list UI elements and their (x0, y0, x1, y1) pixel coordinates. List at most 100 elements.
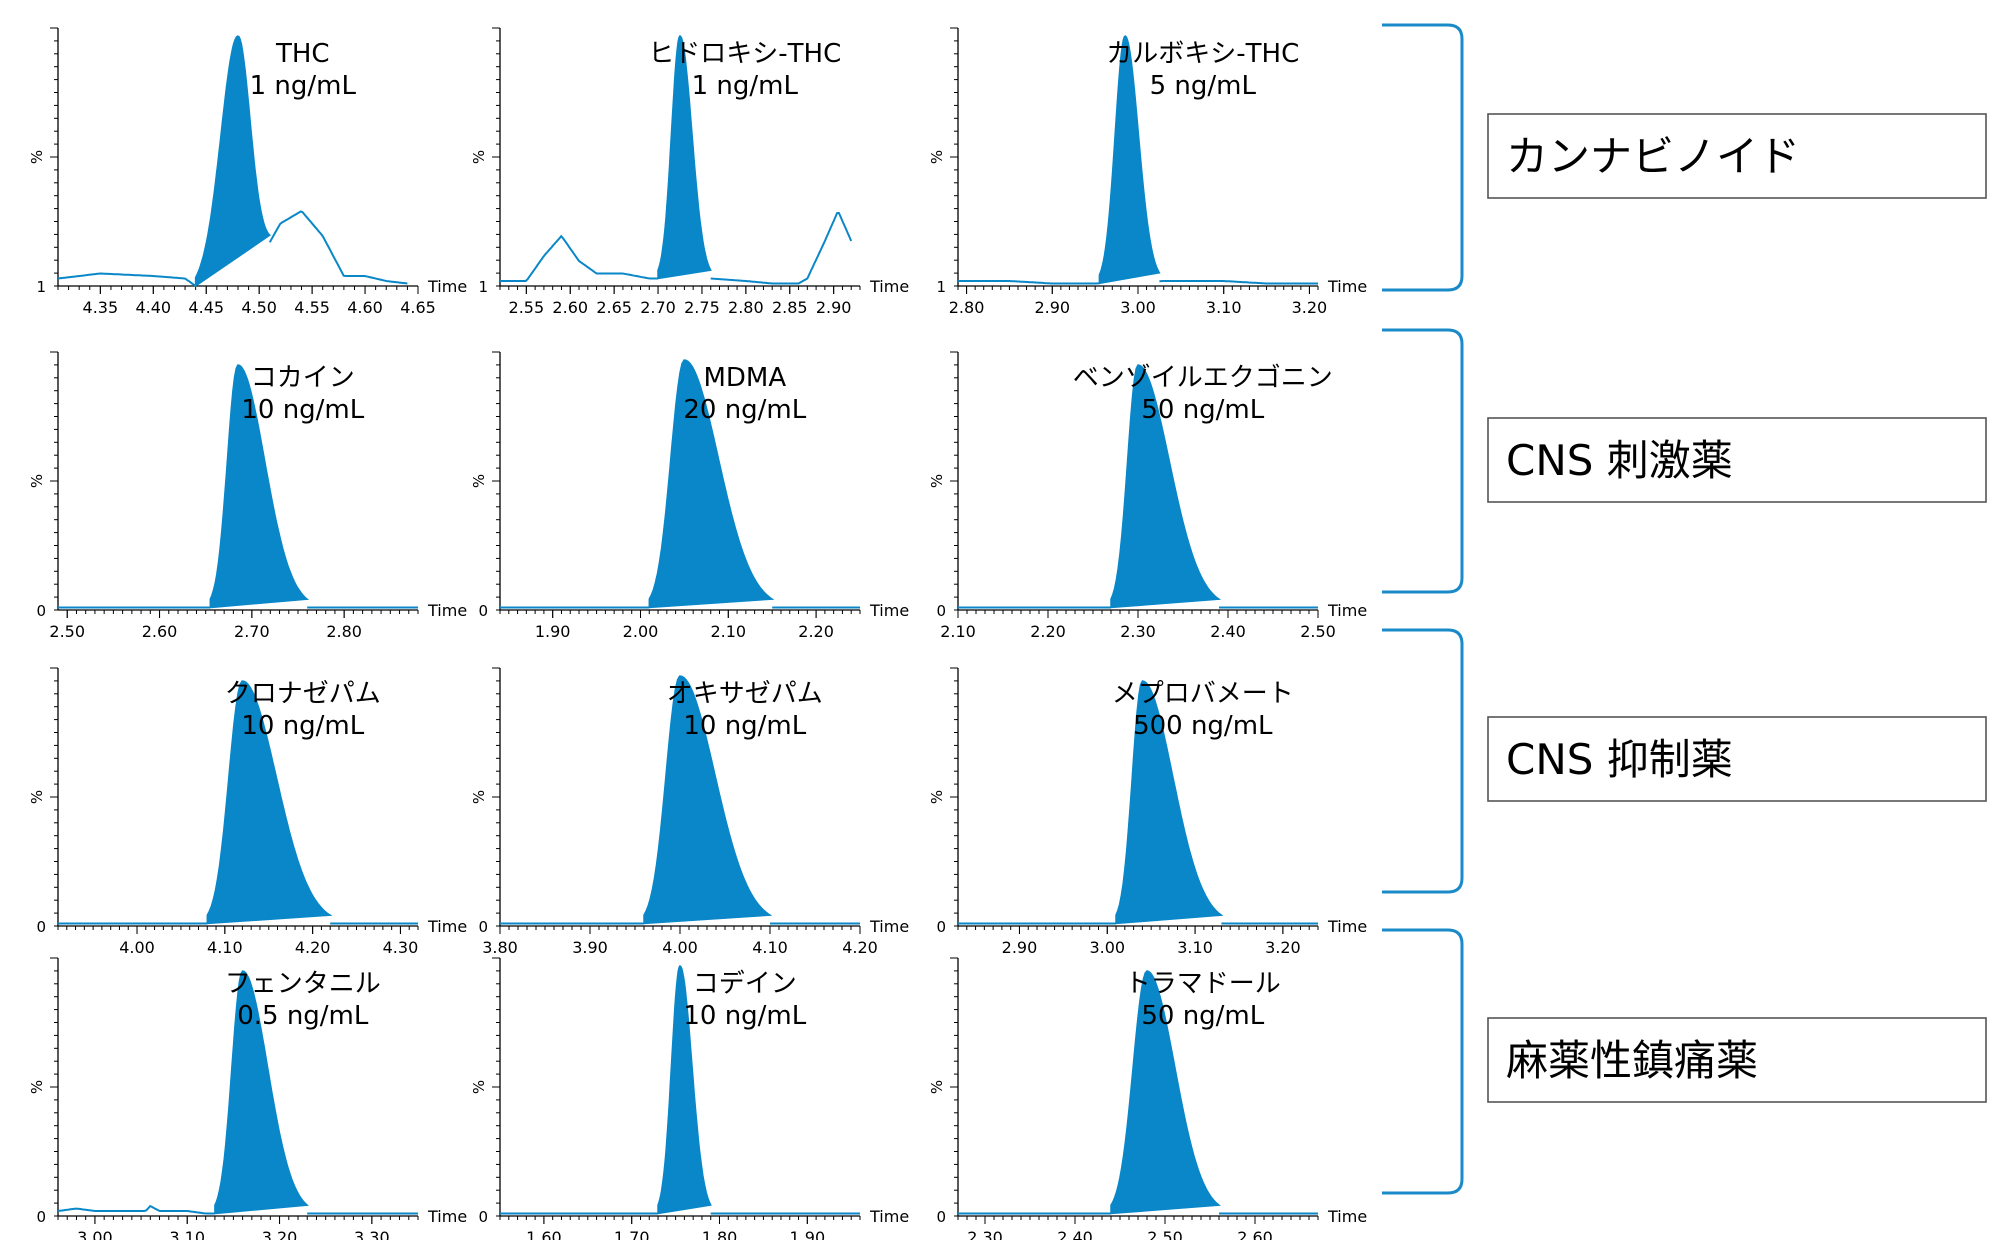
x-tick-label: 2.60 (1237, 1228, 1273, 1240)
x-tick-label: 2.90 (816, 298, 852, 317)
compound-concentration: 10 ng/mL (683, 711, 806, 741)
y-axis-label: % (28, 790, 46, 804)
x-tick-label: 3.00 (77, 1228, 113, 1240)
peak-fill (1115, 680, 1224, 925)
x-tick-label: 4.20 (842, 938, 878, 957)
x-tick-label: 2.60 (552, 298, 588, 317)
compound-concentration: 1 ng/mL (250, 71, 357, 101)
x-tick-label: 2.50 (1147, 1228, 1183, 1240)
compound-concentration: 0.5 ng/mL (237, 1001, 369, 1031)
peak-fill (194, 35, 271, 288)
peak-fill (1110, 970, 1221, 1215)
x-tick-label: 2.20 (1030, 622, 1066, 641)
chromatogram-panel: % 1 2.55 2.60 2.65 2.70 2.75 2.80 2.85 2.90 Time ヒド… (470, 27, 909, 317)
x-tick-label: 2.90 (1002, 938, 1038, 957)
category-box (1487, 1017, 1987, 1103)
x-tick-label: 4.55 (294, 298, 330, 317)
compound-name: クロナゼパム (225, 679, 381, 709)
compound-name: カルボキシ-THC (1106, 39, 1299, 69)
x-axis-label: Time (869, 917, 909, 936)
peak-fill (657, 964, 712, 1215)
compound-name: コカイン (251, 363, 355, 393)
trace-line (57, 272, 197, 287)
y-axis-label: % (928, 790, 946, 804)
peak-fill (1098, 35, 1161, 285)
y-axis-label: % (928, 150, 946, 164)
x-tick-label: 1.70 (614, 1228, 650, 1240)
compound-concentration: 10 ng/mL (683, 1001, 806, 1031)
compound-name: フェンタニル (225, 969, 381, 999)
x-axis-label: Time (1327, 917, 1367, 936)
x-tick-label: 3.10 (1206, 298, 1242, 317)
compound-name: オキサゼパム (667, 679, 823, 709)
x-tick-label: 2.70 (234, 622, 270, 641)
x-tick-label: 2.10 (710, 622, 746, 641)
group-bracket (1382, 928, 1464, 1195)
category-label: カンナビノイド (1506, 132, 1800, 181)
x-tick-label: 4.50 (241, 298, 277, 317)
x-tick-label: 4.35 (83, 298, 119, 317)
x-axis-label: Time (869, 277, 909, 296)
category-label: CNS 抑制薬 (1506, 735, 1733, 784)
x-axis-label: Time (427, 917, 467, 936)
x-tick-label: 3.00 (1089, 938, 1125, 957)
peak-fill (214, 970, 309, 1215)
x-tick-label: 1.80 (702, 1228, 738, 1240)
x-tick-label: 1.90 (535, 622, 571, 641)
compound-concentration: 10 ng/mL (241, 395, 364, 425)
peak-fill (1110, 364, 1222, 609)
trace-line (958, 280, 1100, 285)
x-tick-label: 2.00 (623, 622, 659, 641)
x-tick-label: 3.20 (262, 1228, 298, 1240)
y-base-label: 1 (936, 278, 946, 296)
x-tick-label: 3.10 (1177, 938, 1213, 957)
compound-name: ヒドロキシ-THC (648, 39, 841, 69)
y-axis-label: % (470, 150, 488, 164)
x-tick-label: 4.20 (295, 938, 331, 957)
x-tick-label: 4.10 (207, 938, 243, 957)
trace-line (1159, 280, 1318, 285)
y-base-label: 0 (478, 1208, 488, 1226)
y-axis-label: % (470, 790, 488, 804)
y-base-label: 0 (36, 602, 46, 620)
x-tick-label: 2.60 (142, 622, 178, 641)
x-tick-label: 1.90 (790, 1228, 826, 1240)
x-tick-label: 3.80 (482, 938, 518, 957)
compound-name: THC (275, 39, 330, 69)
x-tick-label: 1.60 (526, 1228, 562, 1240)
x-tick-label: 3.20 (1292, 298, 1328, 317)
category-box (1487, 113, 1987, 199)
trace-line (268, 210, 408, 285)
x-tick-label: 4.45 (188, 298, 224, 317)
x-tick-label: 3.90 (572, 938, 608, 957)
x-tick-label: 3.10 (169, 1228, 205, 1240)
y-base-label: 1 (478, 278, 488, 296)
trace-line (710, 212, 853, 285)
group-bracket (1382, 628, 1464, 894)
x-tick-label: 2.90 (1034, 298, 1070, 317)
x-tick-label: 3.30 (354, 1228, 390, 1240)
x-axis-label: Time (869, 601, 909, 620)
compound-concentration: 20 ng/mL (683, 395, 806, 425)
compound-concentration: 1 ng/mL (692, 71, 799, 101)
x-tick-label: 2.30 (1120, 622, 1156, 641)
x-tick-label: 2.70 (640, 298, 676, 317)
y-axis-label: % (28, 1080, 46, 1094)
y-axis-label: % (470, 474, 488, 488)
group-bracket (1382, 23, 1464, 292)
compound-name: コデイン (693, 969, 797, 999)
compound-concentration: 50 ng/mL (1141, 1001, 1264, 1031)
category-box (1487, 716, 1987, 802)
x-tick-label: 3.20 (1265, 938, 1301, 957)
x-tick-label: 2.20 (798, 622, 834, 641)
x-tick-label: 2.75 (684, 298, 720, 317)
x-tick-label: 2.50 (1300, 622, 1336, 641)
category-brackets (1382, 23, 1464, 1195)
